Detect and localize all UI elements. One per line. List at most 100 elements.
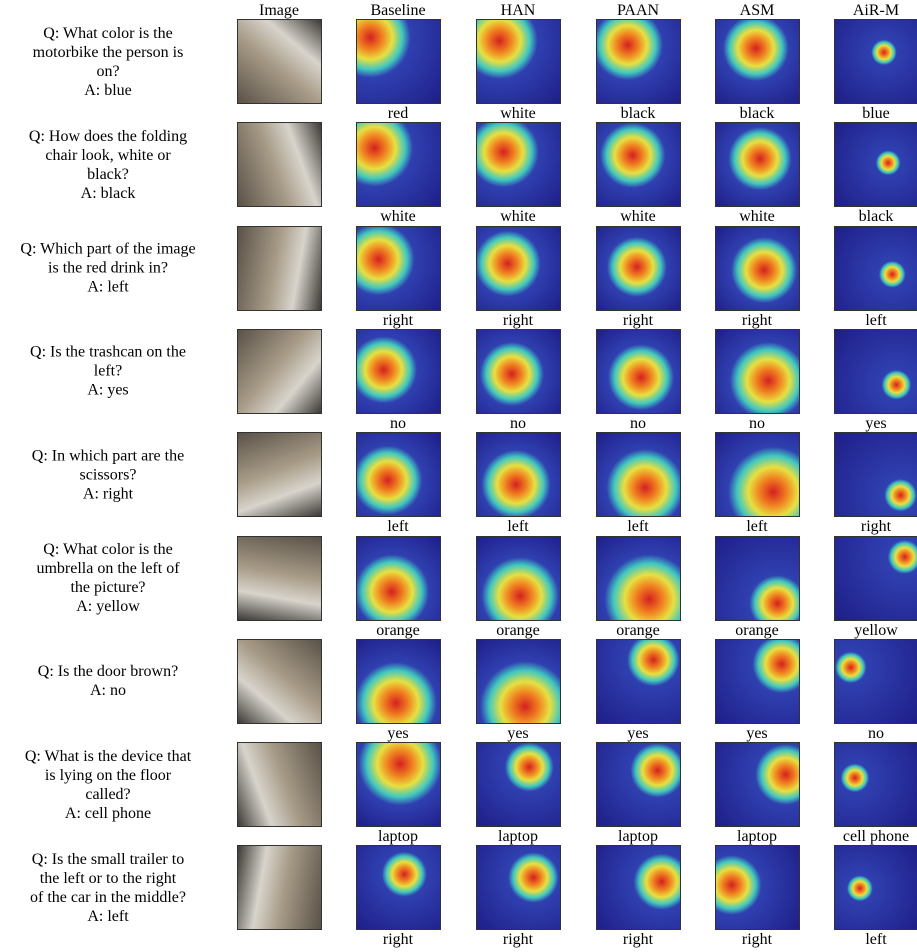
question-line: Q: Is the trashcan on the — [0, 343, 216, 362]
prediction: no — [463, 415, 573, 433]
attention-map — [356, 536, 441, 621]
prediction: yellow — [821, 622, 917, 640]
prediction: yes — [583, 725, 693, 743]
input-image — [237, 742, 322, 827]
attention-map — [715, 432, 800, 517]
attention-map — [356, 639, 441, 724]
answer: A: yellow — [0, 597, 216, 616]
input-image — [237, 639, 322, 724]
question-line: Q: What is the device that — [0, 747, 216, 766]
attention-map — [834, 639, 917, 724]
attention-map — [476, 432, 561, 517]
input-image — [237, 122, 322, 207]
attention-map — [715, 639, 800, 724]
prediction: no — [343, 415, 453, 433]
question-line: Q: How does the folding — [0, 127, 216, 146]
answer: A: left — [0, 907, 216, 926]
attention-map — [596, 226, 681, 311]
question-line: chair look, white or — [0, 146, 216, 165]
column-header: PAAN — [588, 2, 688, 20]
question-line: black? — [0, 165, 216, 184]
attention-map — [596, 19, 681, 104]
prediction: yes — [343, 725, 453, 743]
prediction: black — [702, 105, 812, 123]
question-line: scissors? — [0, 465, 216, 484]
column-header: HAN — [468, 2, 568, 20]
prediction: right — [583, 931, 693, 949]
question-line: Q: What color is the — [0, 540, 216, 559]
answer: A: no — [0, 681, 216, 700]
question-line: the picture? — [0, 578, 216, 597]
prediction: white — [702, 208, 812, 226]
prediction: black — [821, 208, 917, 226]
input-image — [237, 845, 322, 930]
attention-map — [476, 536, 561, 621]
attention-map — [715, 19, 800, 104]
attention-map — [596, 122, 681, 207]
prediction: white — [343, 208, 453, 226]
attention-map — [356, 845, 441, 930]
prediction: no — [702, 415, 812, 433]
attention-map — [596, 742, 681, 827]
prediction: laptop — [343, 828, 453, 846]
attention-map — [596, 536, 681, 621]
attention-map — [834, 329, 917, 414]
attention-map — [596, 329, 681, 414]
attention-map — [834, 226, 917, 311]
attention-map — [476, 329, 561, 414]
prediction: laptop — [702, 828, 812, 846]
attention-map — [715, 329, 800, 414]
attention-map — [834, 432, 917, 517]
question-line: Q: Which part of the image — [0, 240, 216, 259]
prediction: orange — [343, 622, 453, 640]
attention-map — [834, 19, 917, 104]
prediction: laptop — [463, 828, 573, 846]
input-image — [237, 536, 322, 621]
prediction: right — [702, 312, 812, 330]
answer: A: yes — [0, 381, 216, 400]
prediction: yes — [702, 725, 812, 743]
question-line: left? — [0, 362, 216, 381]
attention-map — [596, 432, 681, 517]
prediction: orange — [583, 622, 693, 640]
question-line: on? — [0, 62, 216, 81]
attention-map — [356, 226, 441, 311]
question-line: Q: Is the small trailer to — [0, 850, 216, 869]
column-header: AiR-M — [826, 2, 917, 20]
attention-map — [356, 742, 441, 827]
prediction: white — [463, 208, 573, 226]
prediction: laptop — [583, 828, 693, 846]
prediction: right — [702, 931, 812, 949]
prediction: black — [583, 105, 693, 123]
prediction: left — [583, 518, 693, 536]
input-image — [237, 329, 322, 414]
attention-map — [834, 845, 917, 930]
attention-map — [476, 742, 561, 827]
answer: A: blue — [0, 81, 216, 100]
prediction: left — [821, 931, 917, 949]
prediction: right — [343, 312, 453, 330]
prediction: blue — [821, 105, 917, 123]
answer: A: cell phone — [0, 804, 216, 823]
prediction: no — [583, 415, 693, 433]
attention-map — [834, 742, 917, 827]
question-line: is lying on the floor — [0, 766, 216, 785]
attention-map — [476, 122, 561, 207]
question-line: motorbike the person is — [0, 43, 216, 62]
input-image — [237, 226, 322, 311]
attention-map — [715, 845, 800, 930]
column-header: Image — [229, 2, 329, 20]
prediction: orange — [463, 622, 573, 640]
attention-map — [596, 845, 681, 930]
attention-map — [356, 19, 441, 104]
prediction: left — [343, 518, 453, 536]
prediction: orange — [702, 622, 812, 640]
prediction: no — [821, 725, 917, 743]
